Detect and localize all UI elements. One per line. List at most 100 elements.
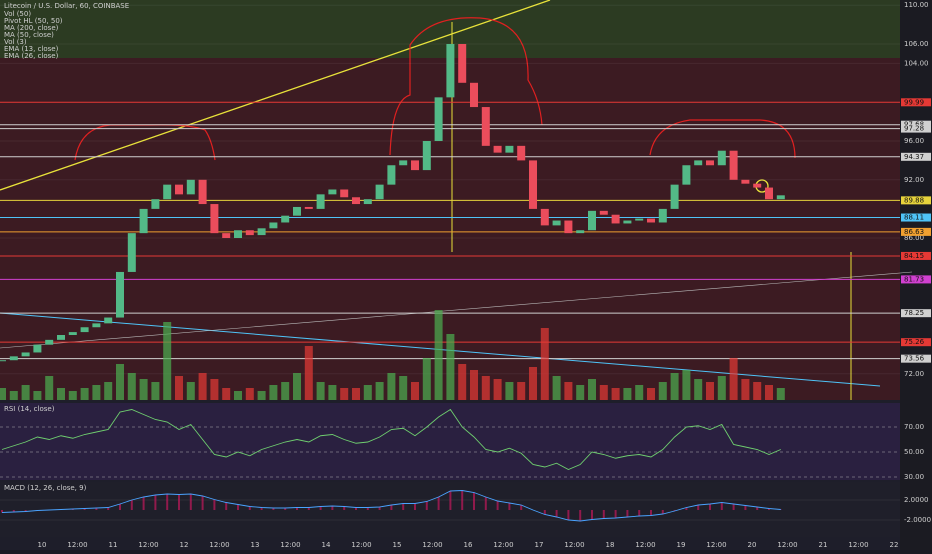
time-label: 14 [322, 541, 331, 549]
macd-bar [378, 507, 381, 510]
legend-indicator: MA (50, close) [4, 31, 54, 39]
level-tag [901, 213, 931, 222]
macd-bar [272, 508, 275, 510]
volume-bar [375, 382, 384, 400]
volume-bar [9, 391, 18, 400]
macd-bar [520, 505, 523, 510]
level-tag [901, 152, 931, 161]
macd-bar [614, 510, 617, 518]
volume-bar [647, 388, 655, 400]
volume-bar [458, 364, 467, 400]
time-label: 10 [38, 541, 47, 549]
macd-bar [1, 510, 3, 513]
candle [717, 150, 726, 166]
volume-bar [635, 385, 644, 400]
macd-bar [508, 503, 511, 510]
time-label: 17 [535, 541, 544, 549]
shoulder-arc [74, 124, 216, 161]
volume-bar [304, 346, 313, 400]
volume-bar [776, 388, 785, 400]
rsi-tick-label: 30.00 [904, 473, 924, 481]
macd-bar [178, 494, 180, 510]
time-label: 12:00 [422, 541, 442, 549]
candle [505, 145, 514, 153]
candle [198, 179, 207, 205]
candle [635, 218, 644, 221]
volume-bar [765, 385, 773, 400]
legend-indicator: EMA (13, close) [4, 45, 59, 53]
candle [57, 335, 65, 340]
candle [352, 197, 360, 205]
macd-bar [95, 508, 98, 510]
time-label: 12:00 [280, 541, 300, 549]
candle [670, 184, 679, 209]
macd-bar [248, 506, 251, 510]
candle [139, 208, 148, 234]
time-label: 22 [890, 541, 899, 549]
macd-bar [237, 504, 239, 510]
legend-indicator: Vol (3) [4, 38, 27, 46]
macd-bar [449, 491, 452, 510]
time-label: 12:00 [351, 541, 371, 549]
volume-bar [57, 388, 65, 400]
macd-bar [661, 510, 664, 514]
candle [741, 179, 750, 184]
time-label: 15 [393, 541, 402, 549]
macd-bar [473, 492, 475, 510]
macd-bar [331, 506, 334, 510]
candle [328, 189, 337, 195]
level-label: 75.26 [904, 338, 925, 346]
candle [186, 179, 195, 195]
macd-bar [744, 505, 747, 510]
volume-bar [257, 391, 266, 400]
macd-bar [130, 500, 133, 510]
macd-bar [709, 504, 711, 510]
price-tick-label: 92.00 [904, 176, 924, 184]
volume-bar [434, 310, 443, 400]
candle [210, 204, 219, 234]
volume-bar [33, 391, 42, 400]
candle [517, 145, 526, 161]
level-tag [901, 251, 931, 260]
macd-bar [213, 499, 216, 510]
level-tag [901, 227, 931, 236]
legend-indicator: Pivot HL (50, 50) [4, 17, 63, 25]
macd-bar [555, 510, 558, 517]
level-tag [901, 309, 931, 318]
volume-bar [481, 376, 490, 400]
level-label: 97.28 [904, 125, 924, 133]
volume-bar [281, 382, 290, 400]
price-tick-label: 72.00 [904, 370, 924, 378]
candle [293, 206, 301, 216]
volume-bar [198, 373, 207, 400]
level-label: 88.11 [904, 214, 924, 222]
level-label: 84.15 [904, 252, 924, 260]
volume-bar [717, 376, 726, 400]
level-label: 99.99 [904, 98, 924, 106]
candle [753, 183, 762, 188]
volume-bar [21, 385, 30, 400]
candle [116, 271, 124, 318]
macd-bar [225, 502, 228, 510]
candle [21, 352, 30, 357]
macd-bar [319, 506, 322, 510]
macd-tick-label: -2.0000 [904, 516, 931, 524]
volume-bar [316, 382, 325, 400]
level-label: 78.25 [904, 309, 924, 317]
price-tick-label: 106.00 [904, 40, 929, 48]
candle [222, 233, 231, 238]
macd-bar [484, 497, 487, 510]
price-tick-label: 104.00 [904, 59, 929, 67]
volume-bar [505, 382, 514, 400]
candle [529, 160, 537, 209]
time-label: 16 [464, 541, 473, 549]
time-label: 12:00 [67, 541, 87, 549]
candle [399, 160, 408, 166]
legend-symbol: Litecoin / U.S. Dollar, 60, COINBASE [4, 2, 129, 10]
volume-bar [234, 391, 242, 400]
candle [481, 107, 490, 146]
candle [304, 206, 313, 209]
candle [269, 222, 278, 229]
candle [104, 317, 113, 324]
candle [9, 356, 18, 361]
